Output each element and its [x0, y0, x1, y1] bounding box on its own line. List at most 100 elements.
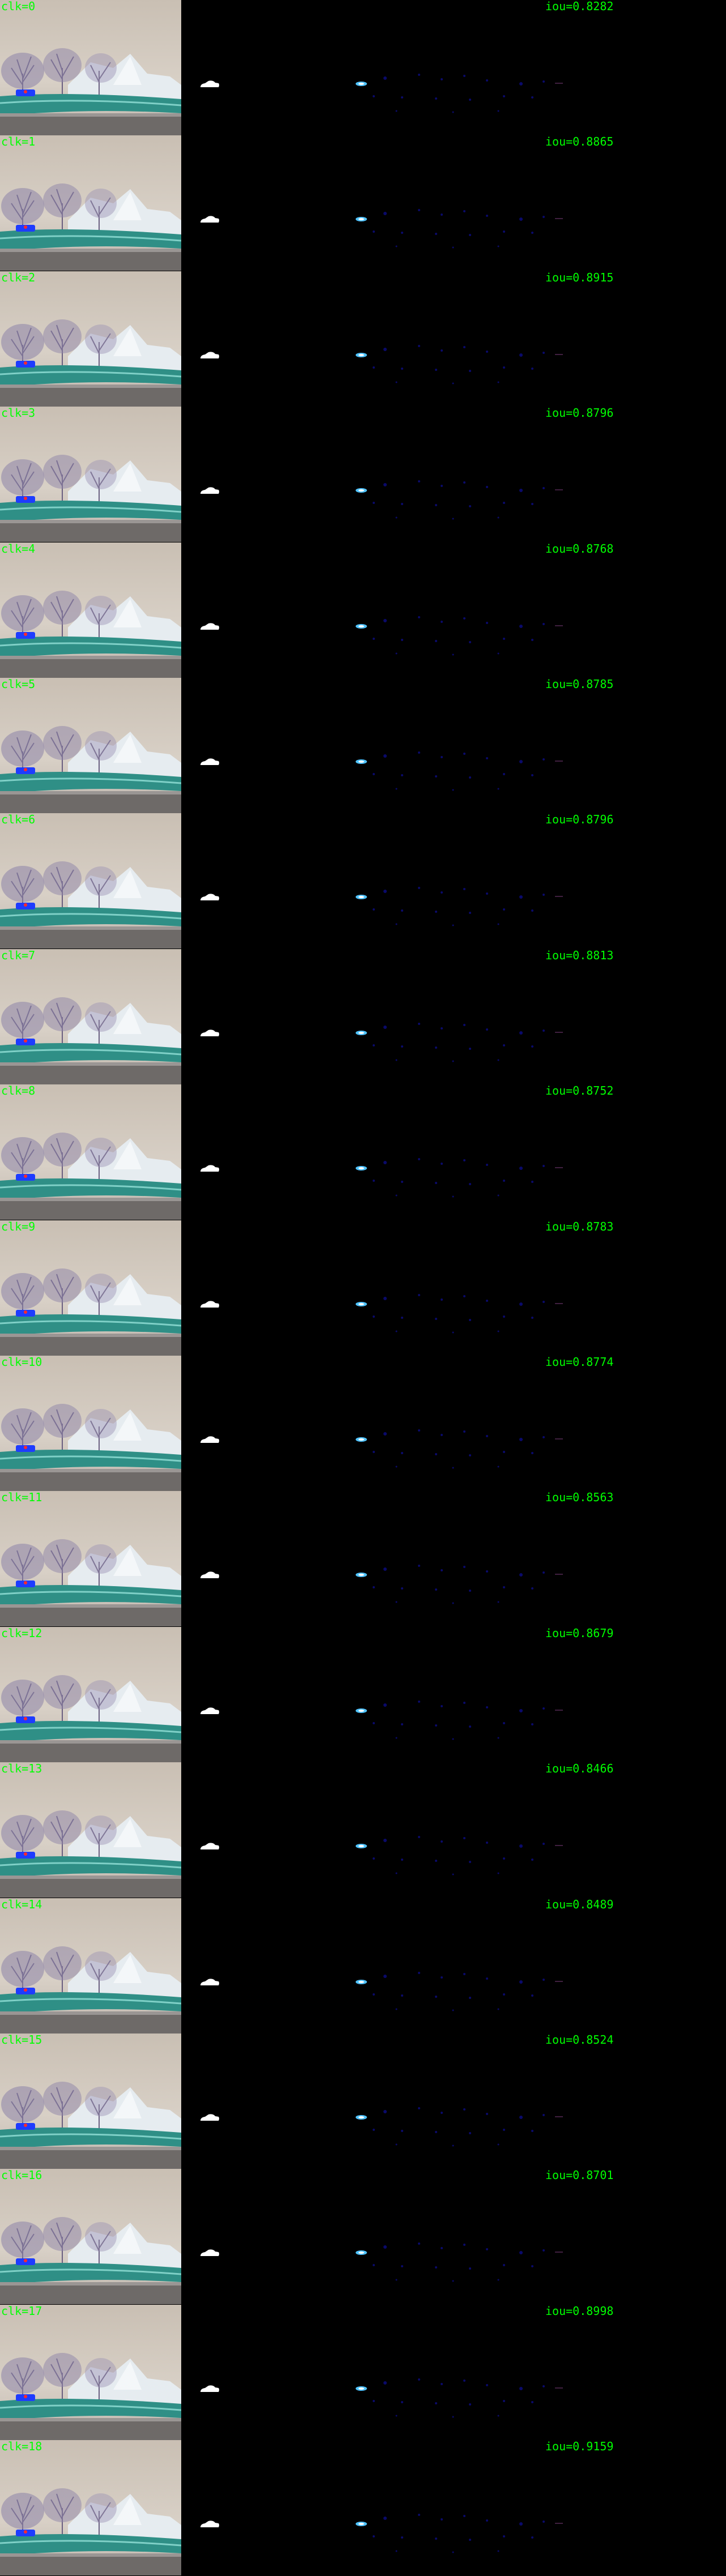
iteration-row: clk=9 iou=0.8783: [0, 1220, 726, 1356]
iteration-row: clk=4 iou=0.8768: [0, 542, 726, 678]
probability-map: [351, 57, 589, 125]
iteration-row: clk=14 iou=0.8489: [0, 1898, 726, 2034]
click-label: clk=0: [1, 0, 36, 13]
iou-label: iou=0.8796: [545, 406, 614, 420]
probability-map: [351, 2090, 589, 2158]
iou-label: iou=0.8524: [545, 2033, 614, 2047]
predicted-mask: [198, 213, 221, 226]
iteration-row: clk=13 iou=0.8466: [0, 1762, 726, 1898]
input-image-with-click: [0, 542, 181, 678]
predicted-mask: [198, 1163, 221, 1175]
probability-map: [351, 192, 589, 260]
click-label: clk=7: [1, 949, 36, 962]
iou-label: iou=0.8865: [545, 135, 614, 148]
predicted-mask: [198, 1027, 221, 1040]
iou-label: iou=0.9159: [545, 2440, 614, 2453]
iteration-row: clk=12 iou=0.8679: [0, 1627, 726, 1762]
click-label: clk=3: [1, 406, 36, 420]
input-image-with-click: [0, 2305, 181, 2440]
click-label: clk=12: [1, 1626, 42, 1640]
iou-label: iou=0.8998: [545, 2304, 614, 2318]
input-image-with-click: [0, 407, 181, 542]
iteration-row: clk=5 iou=0.8785: [0, 678, 726, 813]
predicted-mask: [198, 78, 221, 91]
input-image-with-click: [0, 271, 181, 407]
iteration-row: clk=0 iou=0.8282: [0, 0, 726, 135]
input-image-with-click: [0, 813, 181, 949]
click-label: clk=13: [1, 1762, 42, 1775]
click-label: clk=11: [1, 1490, 42, 1504]
iou-label: iou=0.8489: [545, 1898, 614, 1911]
input-image-with-click: [0, 2440, 181, 2575]
click-label: clk=2: [1, 271, 36, 284]
click-label: clk=17: [1, 2304, 42, 2318]
input-image-with-click: [0, 135, 181, 271]
click-label: clk=18: [1, 2440, 42, 2453]
probability-map: [351, 2225, 589, 2293]
probability-map: [351, 599, 589, 667]
predicted-mask: [198, 1976, 221, 1989]
click-label: clk=14: [1, 1898, 42, 1911]
click-label: clk=6: [1, 813, 36, 826]
iteration-row: clk=10 iou=0.8774: [0, 1356, 726, 1491]
iou-label: iou=0.8796: [545, 813, 614, 826]
predicted-mask: [198, 1434, 221, 1446]
input-image-with-click: [0, 949, 181, 1084]
probability-map: [351, 328, 589, 396]
iteration-row: clk=7 iou=0.8813: [0, 949, 726, 1084]
probability-map: [351, 1548, 589, 1616]
click-label: clk=16: [1, 2168, 42, 2182]
iteration-row: clk=1 iou=0.8865: [0, 135, 726, 271]
iteration-row: clk=18 iou=0.9159: [0, 2440, 726, 2575]
predicted-mask: [198, 2518, 221, 2531]
probability-map: [351, 2497, 589, 2565]
probability-map: [351, 1955, 589, 2023]
iteration-row: clk=8 iou=0.8752: [0, 1084, 726, 1220]
probability-map: [351, 870, 589, 938]
predicted-mask: [198, 891, 221, 904]
input-image-with-click: [0, 1356, 181, 1491]
input-image-with-click: [0, 2034, 181, 2169]
predicted-mask: [198, 1840, 221, 1853]
iou-label: iou=0.8752: [545, 1084, 614, 1097]
predicted-mask: [198, 756, 221, 768]
predicted-mask: [198, 1298, 221, 1311]
probability-map: [351, 1819, 589, 1887]
probability-map: [351, 2361, 589, 2429]
predicted-mask: [198, 2383, 221, 2395]
click-label: clk=4: [1, 542, 36, 556]
iou-label: iou=0.8282: [545, 0, 614, 13]
click-label: clk=9: [1, 1220, 36, 1233]
iou-label: iou=0.8783: [545, 1220, 614, 1233]
probability-map: [351, 1277, 589, 1345]
iteration-row: clk=11 iou=0.8563: [0, 1491, 726, 1626]
predicted-mask: [198, 1705, 221, 1718]
iou-label: iou=0.8679: [545, 1626, 614, 1640]
iou-label: iou=0.8768: [545, 542, 614, 556]
probability-map: [351, 1412, 589, 1480]
click-label: clk=8: [1, 1084, 36, 1097]
predicted-mask: [198, 2247, 221, 2259]
iteration-row: clk=15 iou=0.8524: [0, 2034, 726, 2169]
iou-label: iou=0.8915: [545, 271, 614, 284]
iou-label: iou=0.8563: [545, 1490, 614, 1504]
probability-map: [351, 1006, 589, 1074]
input-image-with-click: [0, 1491, 181, 1626]
predicted-mask: [198, 349, 221, 362]
input-image-with-click: [0, 1084, 181, 1220]
iteration-row: clk=6 iou=0.8796: [0, 813, 726, 949]
predicted-mask: [198, 621, 221, 633]
input-image-with-click: [0, 1627, 181, 1762]
input-image-with-click: [0, 678, 181, 813]
probability-map: [351, 463, 589, 531]
iou-label: iou=0.8813: [545, 949, 614, 962]
input-image-with-click: [0, 0, 181, 135]
predicted-mask: [198, 485, 221, 497]
click-label: clk=15: [1, 2033, 42, 2047]
iteration-row: clk=2 iou=0.8915: [0, 271, 726, 407]
input-image-with-click: [0, 1898, 181, 2034]
input-image-with-click: [0, 1762, 181, 1898]
iou-label: iou=0.8785: [545, 677, 614, 691]
click-label: clk=10: [1, 1355, 42, 1369]
